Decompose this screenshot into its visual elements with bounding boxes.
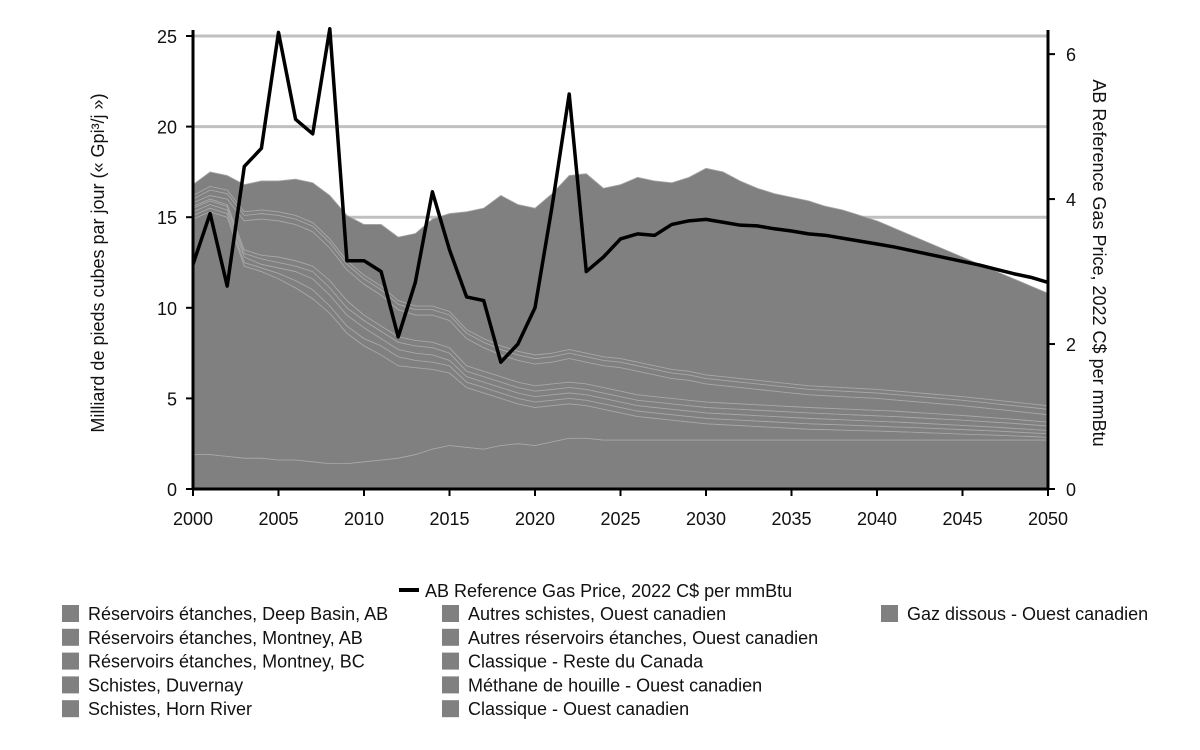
y-tick-label: 10 bbox=[157, 299, 177, 319]
legend-area-label: Réservoirs étanches, Deep Basin, AB bbox=[88, 604, 388, 624]
legend-area-swatch bbox=[442, 676, 459, 694]
legend-area-swatch bbox=[442, 652, 459, 670]
legend-area-swatch bbox=[62, 605, 79, 622]
legend-area-label: Schistes, Horn River bbox=[88, 699, 252, 719]
axes: 2000 2005 2010 2015 2020 2025 2030 2035 2040 2045… bbox=[157, 27, 1076, 529]
legend-area-swatch bbox=[442, 605, 459, 622]
x-tick-label: 2045 bbox=[942, 509, 982, 529]
legend-area-label: Réservoirs étanches, Montney, BC bbox=[88, 652, 365, 672]
legend-area-label: Gaz dissous - Ouest canadien bbox=[907, 604, 1148, 624]
y-axis-title: Milliard de pieds cubes par jour (« Gpi³… bbox=[88, 93, 108, 432]
x-tick-label: 2035 bbox=[771, 509, 811, 529]
legend-area-label: Réservoirs étanches, Montney, AB bbox=[88, 628, 363, 648]
y-tick-label: 15 bbox=[157, 208, 177, 228]
legend-area-label: Schistes, Duvernay bbox=[88, 675, 243, 695]
y2-tick-label: 4 bbox=[1066, 190, 1076, 210]
legend: AB Reference Gas Price, 2022 C$ per mmBt… bbox=[62, 581, 1148, 719]
x-tick-label: 2015 bbox=[429, 509, 469, 529]
price-line-series bbox=[191, 27, 1049, 364]
x-tick-label: 2020 bbox=[515, 509, 555, 529]
legend-area-swatch bbox=[881, 605, 898, 622]
x-tick-label: 2010 bbox=[344, 509, 384, 529]
legend-area-swatch bbox=[62, 628, 79, 646]
y-tick-label: 25 bbox=[157, 27, 177, 47]
y-tick-label: 0 bbox=[167, 480, 177, 500]
x-tick-label: 2005 bbox=[258, 509, 298, 529]
legend-area-label: Autres réservoirs étanches, Ouest canadi… bbox=[468, 628, 818, 648]
y2-axis-title: AB Reference Gas Price, 2022 C$ per mmBt… bbox=[1089, 79, 1109, 446]
price-line bbox=[191, 27, 1049, 364]
y-tick-label: 20 bbox=[157, 118, 177, 138]
legend-area-label: Classique - Reste du Canada bbox=[468, 652, 704, 672]
y2-tick-label: 0 bbox=[1066, 480, 1076, 500]
legend-area-swatch bbox=[62, 652, 79, 670]
x-tick-label: 2040 bbox=[857, 509, 897, 529]
legend-area-swatch bbox=[62, 676, 79, 694]
x-tick-label: 2030 bbox=[686, 509, 726, 529]
legend-area-label: Autres schistes, Ouest canadien bbox=[468, 604, 726, 624]
legend-area-swatch bbox=[442, 700, 459, 718]
y2-tick-label: 6 bbox=[1066, 45, 1076, 65]
legend-area-swatch bbox=[442, 628, 459, 646]
legend-area-swatch bbox=[62, 700, 79, 718]
x-tick-label: 2050 bbox=[1028, 509, 1068, 529]
x-tick-label: 2000 bbox=[173, 509, 213, 529]
legend-area-label: Classique - Ouest canadien bbox=[468, 699, 689, 719]
x-tick-label: 2025 bbox=[600, 509, 640, 529]
y2-tick-label: 2 bbox=[1066, 335, 1076, 355]
y-tick-label: 5 bbox=[167, 389, 177, 409]
legend-area-label: Méthane de houille - Ouest canadien bbox=[468, 675, 762, 695]
legend-line-label: AB Reference Gas Price, 2022 C$ per mmBt… bbox=[425, 581, 792, 601]
